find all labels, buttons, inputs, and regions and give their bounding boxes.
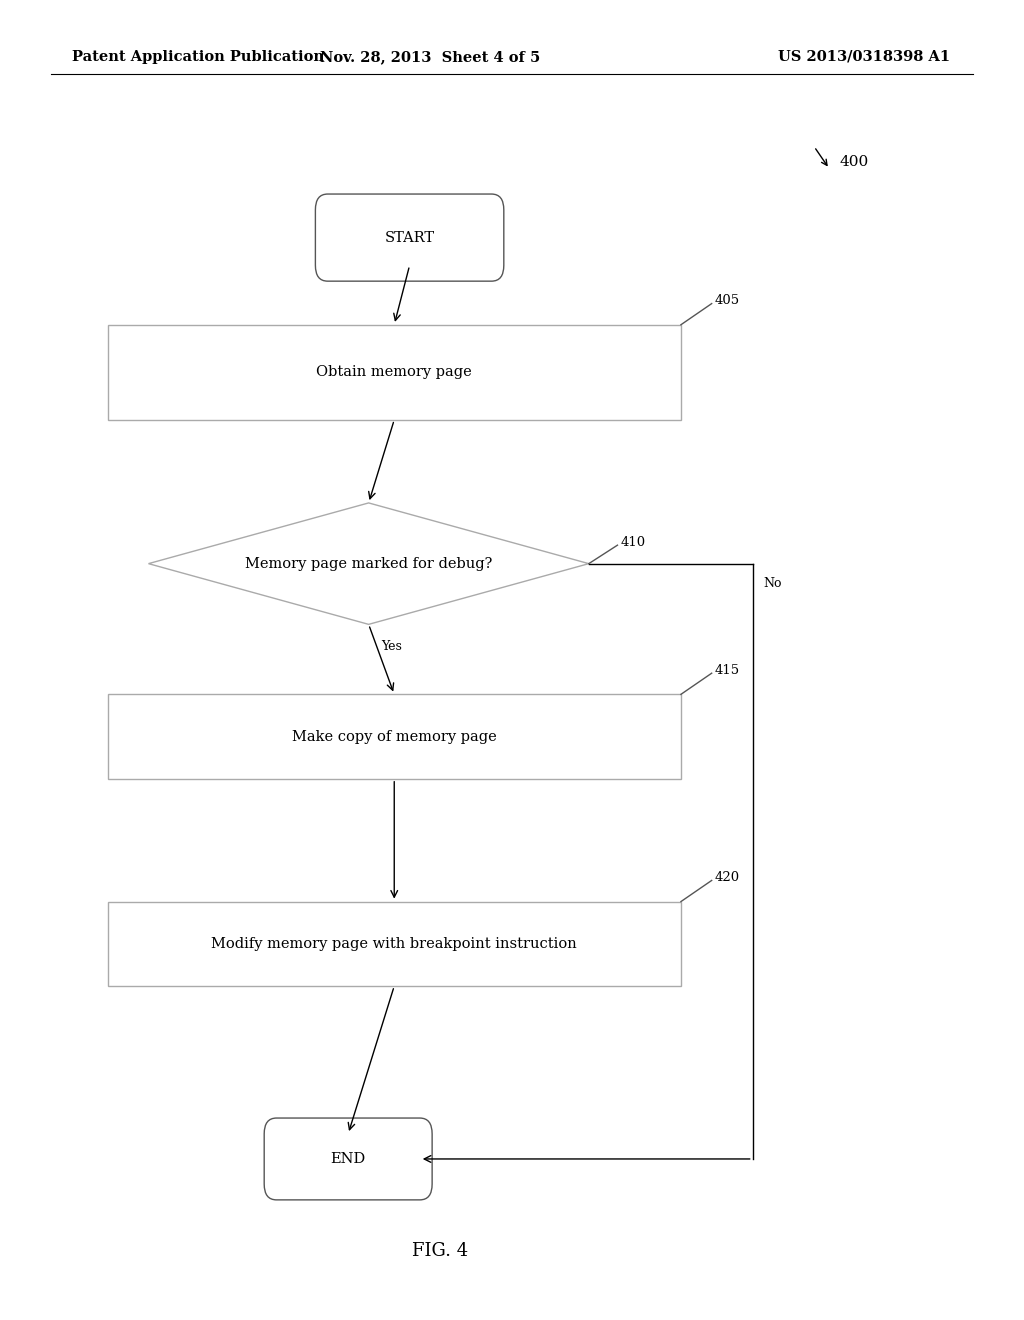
Text: 410: 410 [621, 536, 646, 549]
Text: 400: 400 [840, 156, 869, 169]
Text: START: START [385, 231, 434, 244]
FancyBboxPatch shape [264, 1118, 432, 1200]
Text: Make copy of memory page: Make copy of memory page [292, 730, 497, 743]
Text: Patent Application Publication: Patent Application Publication [72, 50, 324, 63]
Text: Modify memory page with breakpoint instruction: Modify memory page with breakpoint instr… [211, 937, 578, 950]
Text: END: END [331, 1152, 366, 1166]
Bar [108, 902, 681, 986]
FancyBboxPatch shape [315, 194, 504, 281]
Polygon shape [148, 503, 589, 624]
Text: US 2013/0318398 A1: US 2013/0318398 A1 [778, 50, 950, 63]
Text: Yes: Yes [381, 640, 401, 652]
Text: Memory page marked for debug?: Memory page marked for debug? [245, 557, 493, 570]
Text: Nov. 28, 2013  Sheet 4 of 5: Nov. 28, 2013 Sheet 4 of 5 [319, 50, 541, 63]
Text: No: No [763, 577, 781, 590]
Bar [108, 694, 681, 779]
Text: 415: 415 [715, 664, 740, 677]
Text: Obtain memory page: Obtain memory page [316, 366, 472, 379]
Text: 420: 420 [715, 871, 740, 884]
Text: FIG. 4: FIG. 4 [413, 1242, 468, 1261]
Text: 405: 405 [715, 294, 740, 308]
Bar [108, 325, 681, 420]
